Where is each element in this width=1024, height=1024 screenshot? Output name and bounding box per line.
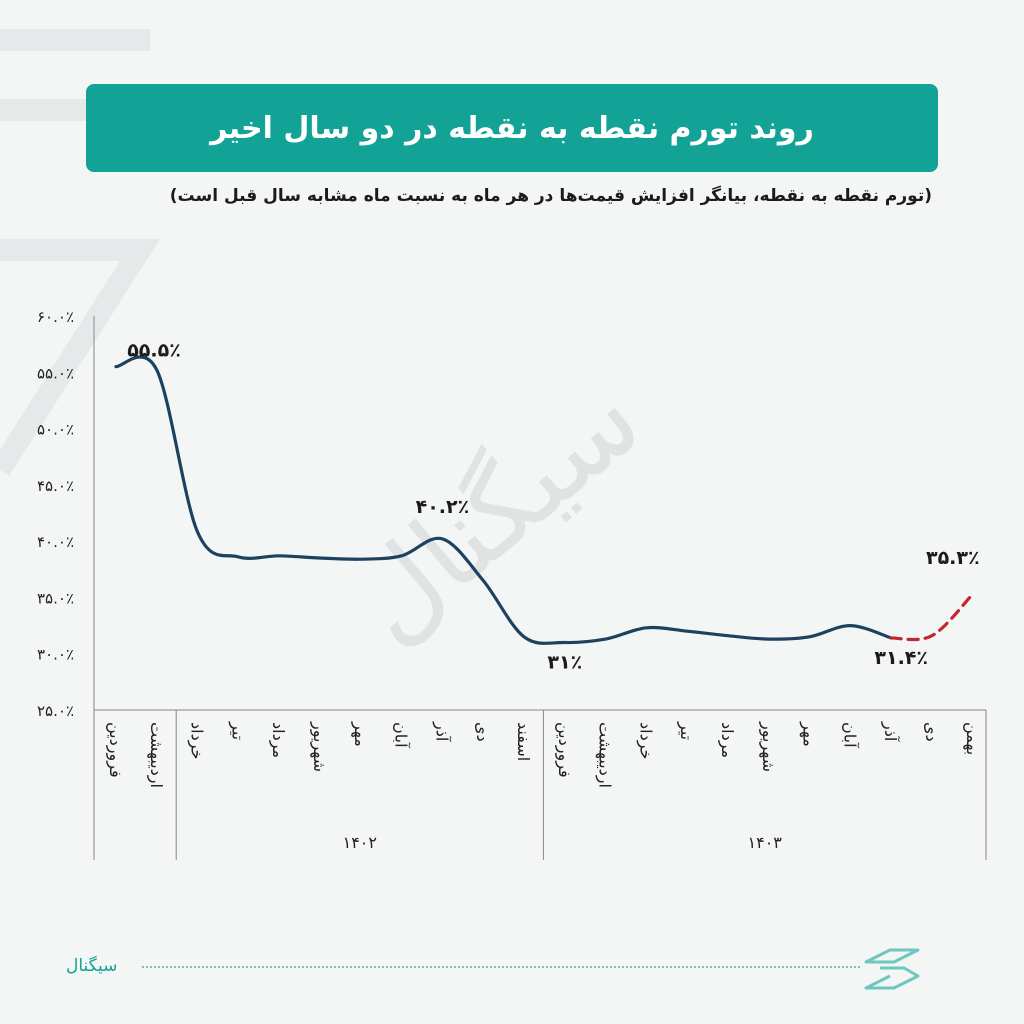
x-tick-label: مرداد <box>268 722 288 758</box>
chart-subtitle: (تورم نقطه به نقطه، بیانگر افزایش قیمت‌ه… <box>169 186 932 206</box>
x-tick-label: شهریور <box>758 721 778 772</box>
title-banner: روند تورم نقطه به نقطه در دو سال اخیر <box>86 84 938 172</box>
x-tick-label: مرداد <box>717 722 737 758</box>
data-label: ۴۰.۲٪ <box>416 496 470 518</box>
y-tick-label: ۳۵.۰٪ <box>37 589 74 607</box>
y-tick-label: ۴۰.۰٪ <box>37 533 74 551</box>
footer-brand-text: سیگنال <box>66 956 118 976</box>
x-tick-label: اردیبهشت <box>595 722 615 788</box>
x-tick-label: آذر <box>431 721 451 743</box>
data-label: ۳۱.۴٪ <box>874 647 928 669</box>
data-label: ۵۵.۵٪ <box>127 340 181 362</box>
forecast-line <box>889 592 975 642</box>
footer-divider <box>142 966 860 968</box>
data-label: ۳۱٪ <box>547 651 582 673</box>
x-tick-label: آبان <box>392 722 411 749</box>
y-tick-label: ۶۰.۰٪ <box>37 308 74 326</box>
x-tick-label: فروردین <box>554 722 574 778</box>
x-tick-label: تیر <box>676 721 696 740</box>
x-tick-label: مهر <box>799 721 819 747</box>
watermark-text: سیگنال <box>327 355 664 667</box>
chart-title: روند تورم نقطه به نقطه در دو سال اخیر <box>210 110 814 146</box>
y-tick-label: ۴۵.۰٪ <box>37 477 74 495</box>
y-tick-label: ۵۰.۰٪ <box>37 421 74 439</box>
x-tick-label: مهر <box>350 721 370 747</box>
x-tick-label: تیر <box>227 721 247 740</box>
x-tick-label: بهمن <box>962 722 982 755</box>
data-label: ۳۵.۳٪ <box>926 547 980 569</box>
y-tick-label: ۲۵.۰٪ <box>37 702 74 720</box>
x-tick-label: خرداد <box>187 722 207 759</box>
x-tick-label: دی <box>473 722 492 742</box>
x-tick-label: اردیبهشت <box>146 722 166 788</box>
year-label: ۱۴۰۲ <box>343 833 377 852</box>
inflation-line <box>114 355 893 645</box>
x-tick-label: شهریور <box>309 721 329 772</box>
x-tick-label: دی <box>922 722 941 742</box>
y-tick-label: ۵۵.۰٪ <box>37 364 74 382</box>
y-tick-label: ۳۰.۰٪ <box>37 646 74 664</box>
x-tick-label: آذر <box>880 721 900 743</box>
x-tick-label: خرداد <box>635 722 655 759</box>
x-tick-label: اسفند <box>514 722 533 761</box>
year-label: ۱۴۰۳ <box>748 833 783 852</box>
signal-logo-icon <box>864 948 920 990</box>
x-tick-label: آبان <box>840 722 859 749</box>
x-tick-label: فروردین <box>105 722 125 778</box>
